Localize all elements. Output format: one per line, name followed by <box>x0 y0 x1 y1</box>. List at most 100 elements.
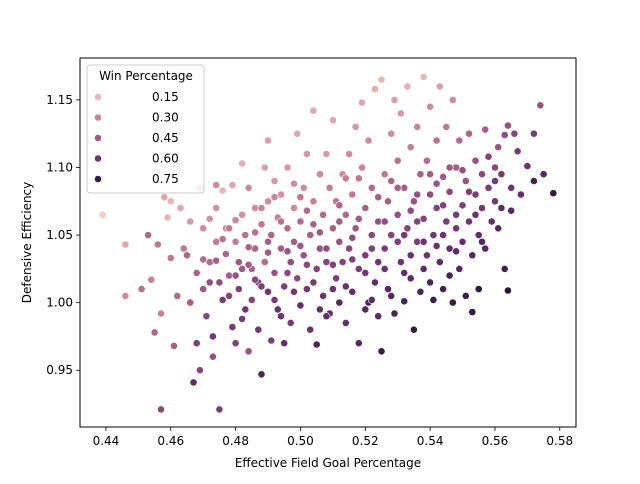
data-point <box>150 328 159 337</box>
data-point <box>264 136 272 145</box>
data-point <box>302 285 311 293</box>
data-point <box>400 297 409 306</box>
data-point <box>302 150 311 158</box>
data-point <box>202 312 211 321</box>
data-point <box>238 159 246 168</box>
data-point <box>251 228 259 237</box>
data-point <box>290 287 298 296</box>
data-point <box>445 187 454 196</box>
data-point <box>380 217 389 226</box>
data-point <box>238 210 246 219</box>
data-point <box>315 244 324 253</box>
data-point <box>157 309 165 318</box>
data-point <box>426 278 434 287</box>
data-point <box>465 187 473 196</box>
data-point <box>351 224 360 233</box>
data-point <box>257 370 266 379</box>
data-point <box>264 248 272 257</box>
data-point <box>283 247 292 256</box>
data-point <box>153 240 162 249</box>
data-point <box>497 204 506 212</box>
data-point <box>277 312 285 321</box>
data-point <box>231 339 240 348</box>
data-point <box>354 214 363 223</box>
data-point <box>225 224 233 233</box>
data-point <box>393 210 402 219</box>
data-point <box>231 271 240 280</box>
data-point <box>257 282 266 291</box>
data-point <box>345 244 353 253</box>
data-point <box>137 285 146 293</box>
data-point <box>277 190 285 199</box>
data-point <box>354 174 363 183</box>
data-point <box>351 123 360 131</box>
data-point <box>199 255 208 264</box>
data-point <box>166 197 175 206</box>
data-point <box>322 258 331 266</box>
data-point <box>354 264 363 273</box>
data-point <box>238 264 246 273</box>
x-tick-label: 0.44 <box>93 434 120 448</box>
data-point <box>228 181 237 189</box>
data-point <box>445 163 454 172</box>
y-tick-label: 1.15 <box>46 93 73 107</box>
data-point <box>251 275 259 284</box>
data-point <box>400 268 409 277</box>
data-point <box>374 217 383 226</box>
data-point <box>264 237 272 246</box>
data-point <box>231 237 240 246</box>
x-tick-label: 0.56 <box>482 434 509 448</box>
data-point <box>315 305 324 314</box>
data-point <box>500 131 509 139</box>
data-point <box>299 183 308 192</box>
data-point <box>367 244 376 253</box>
legend-label: 0.60 <box>152 152 179 166</box>
data-point <box>361 251 370 260</box>
x-tick-label: 0.54 <box>417 434 444 448</box>
data-point <box>270 295 279 304</box>
data-point <box>416 170 425 179</box>
data-point <box>264 197 272 206</box>
data-point <box>387 177 396 185</box>
data-point <box>358 163 366 172</box>
data-point <box>478 204 486 212</box>
data-point <box>183 251 191 260</box>
data-point <box>426 190 434 199</box>
data-point <box>497 170 506 179</box>
data-point <box>338 258 347 266</box>
data-point <box>218 235 227 243</box>
data-point <box>212 204 221 212</box>
data-point <box>322 150 331 158</box>
data-point <box>393 156 402 165</box>
data-point <box>296 301 305 310</box>
data-point <box>491 197 499 206</box>
data-point <box>160 193 169 202</box>
data-point <box>273 305 282 314</box>
data-point <box>267 231 276 239</box>
data-point <box>319 210 327 219</box>
data-point <box>387 291 396 300</box>
data-point <box>474 231 483 239</box>
data-point <box>309 106 318 115</box>
data-point <box>371 278 379 287</box>
data-point <box>374 312 383 321</box>
data-point <box>481 125 490 134</box>
data-point <box>500 264 509 273</box>
data-point <box>442 123 451 131</box>
data-point <box>361 268 370 277</box>
data-point <box>221 250 230 258</box>
data-point <box>270 193 279 202</box>
data-point <box>277 244 285 253</box>
data-point <box>448 96 457 104</box>
data-point <box>517 190 525 199</box>
data-point <box>234 258 243 266</box>
data-point <box>257 220 266 229</box>
y-tick-label: 1.00 <box>46 296 73 310</box>
data-point <box>345 150 353 158</box>
data-point <box>530 129 538 138</box>
data-point <box>536 101 545 110</box>
data-point <box>306 325 315 334</box>
data-point <box>280 282 289 291</box>
data-point <box>335 298 344 307</box>
data-point <box>270 268 279 277</box>
